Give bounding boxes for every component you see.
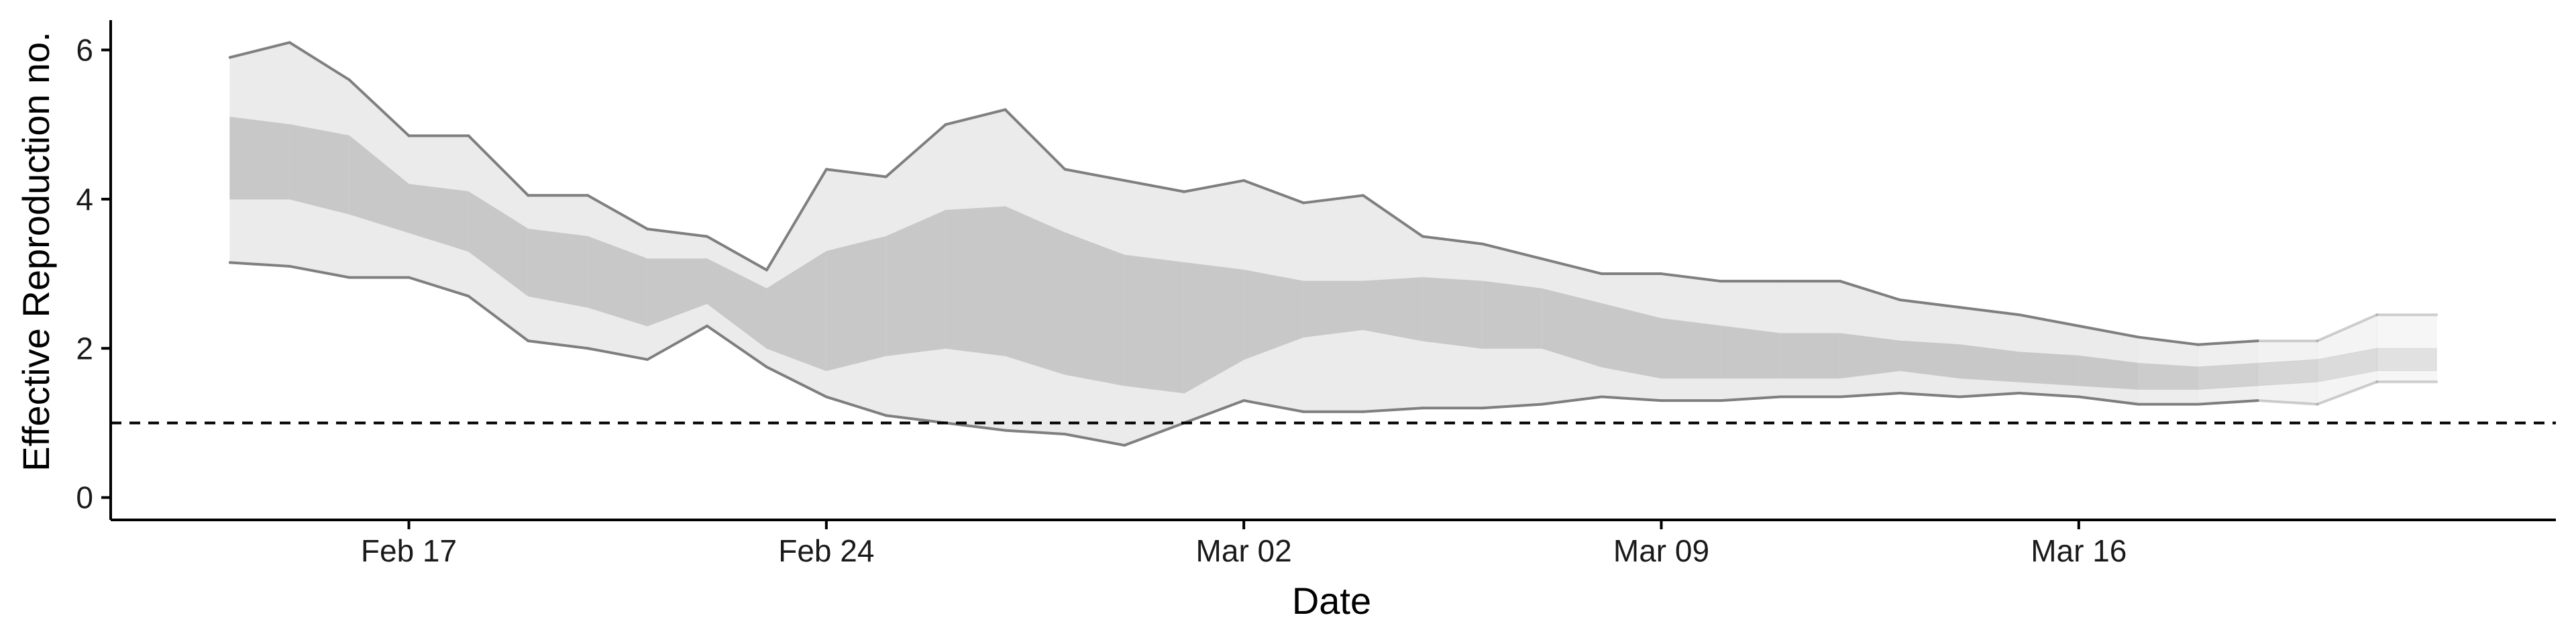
upper-bound-line [1063,168,1126,182]
upper-bound-line [1839,280,1902,301]
y-tick-label: 6 [76,32,93,67]
lower-bound-line [228,261,291,268]
upper-bound-line [1540,257,1603,276]
inner-band-segment [2257,359,2318,386]
upper-bound-line [884,123,947,178]
lower-bound-line [1361,407,1424,413]
lower-bound-line [824,395,888,417]
lower-bound-line [646,324,709,361]
inner-band-segment [1780,333,1841,379]
inner-band-segment [1303,280,1364,338]
upper-bound-line [347,78,411,138]
upper-bound-line [706,235,768,272]
lower-bound-line [407,276,470,298]
edges-layer [228,41,2438,447]
upper-bound-line [2077,324,2140,339]
lower-bound-line [944,421,1007,432]
inner-band-segment [2198,362,2258,390]
outer-band-segment [2376,314,2437,382]
inner-band-segment [1720,325,1781,379]
inner-band-segment [1422,277,1483,349]
upper-bound-line [944,108,1007,126]
upper-bound-line [824,168,888,178]
inner-band-segment [1124,254,1185,394]
inner-band-segment [1839,333,1900,379]
lower-bound-line [2316,380,2379,406]
lower-bound-line [2077,395,2140,406]
lower-bound-line [2017,391,2080,398]
inner-band-segment [2138,362,2199,390]
lower-bound-line [288,264,351,279]
lower-bound-line [1123,421,1186,447]
x-axis-title: Date [1292,580,1371,622]
upper-bound-line [765,168,828,272]
upper-bound-line [1481,242,1544,260]
lower-bound-line [1898,391,1961,398]
inner-band-segment [2019,352,2080,386]
upper-bound-line [646,227,709,238]
inner-band-segment [1064,232,1125,386]
inner-band-segment [2316,347,2377,382]
inner-band-segment [1005,206,1065,375]
y-tick-label: 0 [76,480,93,515]
inner-band-segment [945,206,1006,356]
x-tick-label: Mar 02 [1196,533,1292,568]
lower-bound-line [1004,429,1067,436]
upper-bound-line [1242,179,1305,205]
upper-bound-line [2017,313,2080,327]
inner-band-segment [826,235,887,372]
inner-band-segment [527,228,588,308]
lower-bound-line [586,347,649,361]
lower-bound-line [1839,391,1902,398]
lower-bound-line [2196,399,2259,406]
inner-band-segment [1660,318,1721,379]
y-axis-title: Effective Reproduction no. [15,32,57,472]
bands-layer [229,42,2437,446]
x-tick-label: Feb 17 [361,533,457,568]
inner-band-segment [1482,280,1543,349]
upper-bound-line [1957,306,2021,317]
x-tick-label: Mar 16 [2031,533,2127,568]
upper-bound-line [2316,313,2379,343]
upper-bound-line [1302,194,1364,205]
lower-bound-line [1600,395,1663,402]
upper-bound-line [1123,179,1186,193]
lower-bound-line [527,339,590,350]
inner-band-segment [229,116,290,200]
upper-bound-line [1898,298,1961,309]
upper-bound-line [288,41,351,81]
upper-bound-line [1660,272,1723,283]
lower-bound-line [1242,399,1305,413]
upper-bound-line [467,134,530,197]
lower-bound-line [706,324,768,369]
upper-bound-line [586,194,649,231]
inner-band-segment [289,124,350,215]
upper-bound-line [2137,335,2200,346]
y-tick-label: 4 [76,182,93,217]
x-tick-label: Feb 24 [778,533,874,568]
upper-bound-line [1004,108,1067,171]
axes-layer: 0 2 4 6 Feb 17 Feb 24 Mar 02 Mar 09 Mar 16 [76,20,2556,568]
upper-bound-line [1183,179,1246,193]
upper-bound-line [1361,194,1424,238]
lower-bound-line [765,366,828,398]
lower-bound-line [1719,395,1782,402]
y-tick-label: 2 [76,331,93,366]
lower-bound-line [2256,399,2319,406]
lower-bound-line [1063,433,1126,447]
lower-bound-line [1540,395,1603,406]
inner-band-segment [1362,277,1424,341]
upper-bound-line [1421,235,1484,246]
lower-bound-line [884,414,947,425]
lower-bound-line [1481,402,1544,410]
lower-bound-line [467,294,530,343]
upper-bound-line [2196,339,2259,346]
lower-bound-line [1957,391,2021,398]
x-tick-label: Mar 09 [1613,533,1709,568]
inner-band-segment [2376,347,2437,372]
lower-bound-line [1183,399,1246,425]
upper-bound-line [228,41,291,59]
